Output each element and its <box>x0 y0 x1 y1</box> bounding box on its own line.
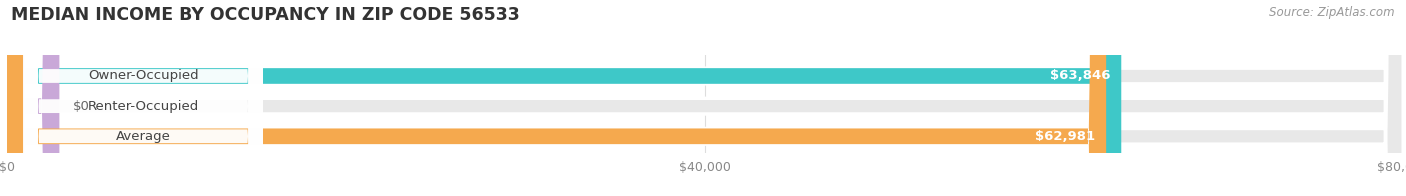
Text: Source: ZipAtlas.com: Source: ZipAtlas.com <box>1270 6 1395 19</box>
FancyBboxPatch shape <box>24 0 263 196</box>
Text: $63,846: $63,846 <box>1050 70 1111 83</box>
FancyBboxPatch shape <box>7 0 1107 196</box>
FancyBboxPatch shape <box>7 0 1121 196</box>
Text: Owner-Occupied: Owner-Occupied <box>87 70 198 83</box>
FancyBboxPatch shape <box>7 0 1403 196</box>
Text: $62,981: $62,981 <box>1035 130 1095 143</box>
FancyBboxPatch shape <box>7 0 1403 196</box>
Text: MEDIAN INCOME BY OCCUPANCY IN ZIP CODE 56533: MEDIAN INCOME BY OCCUPANCY IN ZIP CODE 5… <box>11 6 520 24</box>
FancyBboxPatch shape <box>7 0 59 196</box>
FancyBboxPatch shape <box>24 0 263 196</box>
Text: Average: Average <box>115 130 170 143</box>
FancyBboxPatch shape <box>7 0 1403 196</box>
FancyBboxPatch shape <box>24 0 263 196</box>
Text: $0: $0 <box>73 100 90 113</box>
Text: Renter-Occupied: Renter-Occupied <box>87 100 198 113</box>
